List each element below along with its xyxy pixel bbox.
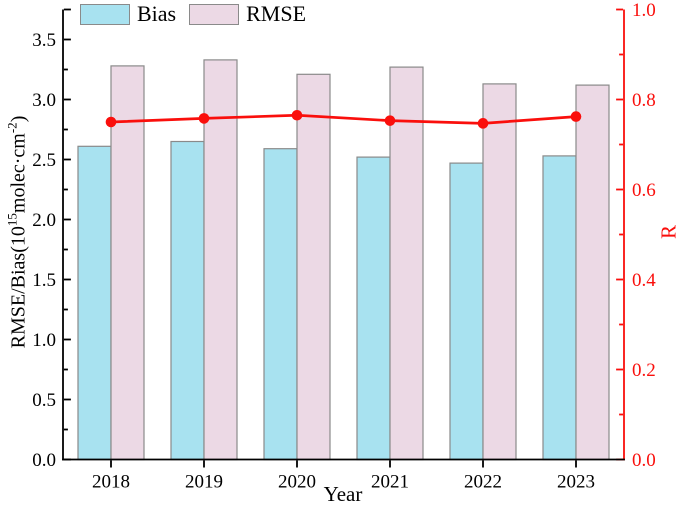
- r-point-2020: [291, 109, 303, 121]
- bar-rmse-2019: [203, 59, 238, 461]
- right-tick-label: 1.0: [632, 0, 656, 21]
- x-tick-label-2018: 2018: [92, 472, 130, 493]
- bottom-axis: 2018 2019 2020 2021 2022 2023: [62, 458, 625, 493]
- r-point-2019: [198, 113, 210, 124]
- right-tick-label: 0.6: [632, 180, 656, 201]
- legend-label-rmse: RMSE: [246, 1, 307, 26]
- right-tick-label: 0.0: [632, 450, 656, 471]
- legend: Bias RMSE: [80, 3, 319, 25]
- legend-label-bias: Bias: [137, 1, 177, 26]
- r-point-2018: [105, 116, 117, 128]
- r-point-2023: [570, 111, 582, 122]
- r-line: [110, 113, 577, 125]
- x-tick-label-2023: 2023: [557, 472, 595, 493]
- x-tick-label-2022: 2022: [464, 472, 502, 493]
- left-tick-label: 2.0: [32, 210, 56, 231]
- bar-bias-2023: [542, 155, 577, 461]
- bar-bias-2019: [170, 140, 205, 461]
- bar-rmse-2021: [389, 66, 424, 461]
- left-tick-label: 2.5: [32, 150, 56, 171]
- r-point-2021: [384, 115, 396, 126]
- bar-rmse-2020: [296, 73, 331, 461]
- left-tick-label: 0.0: [32, 450, 56, 471]
- bars-group: [77, 59, 610, 461]
- bar-rmse-2023: [575, 84, 610, 461]
- legend-swatch-rmse: [189, 3, 240, 25]
- left-axis: 0.0 0.5 1.0 1.5 2.0 2.5 3.0 3.5: [32, 8, 71, 471]
- left-tick-label: 1.0: [32, 330, 56, 351]
- x-tick-label-2020: 2020: [278, 472, 316, 493]
- right-tick-label: 0.2: [632, 360, 656, 381]
- right-tick-label: 0.8: [632, 90, 656, 111]
- legend-swatch-bias: [80, 3, 130, 25]
- bar-bias-2022: [449, 162, 484, 461]
- x-tick-label-2019: 2019: [185, 472, 223, 493]
- r-line-group: [105, 109, 582, 129]
- right-axis-title: R: [656, 224, 681, 240]
- bar-rmse-2018: [110, 65, 145, 461]
- x-axis-title: Year: [323, 482, 363, 506]
- bar-rmse-2022: [482, 83, 517, 461]
- left-tick-label: 3.0: [32, 90, 56, 111]
- x-tick-label-2021: 2021: [371, 472, 409, 493]
- bar-bias-2020: [263, 148, 298, 461]
- left-tick-label: 3.5: [32, 30, 56, 51]
- right-axis: 0.0 0.2 0.4 0.6 0.8 1.0: [616, 0, 656, 471]
- right-tick-label: 0.4: [632, 270, 656, 291]
- left-axis-title: RMSE/Bias(1015molec·cm-2): [4, 115, 30, 349]
- r-point-2022: [477, 118, 489, 129]
- left-tick-label: 0.5: [32, 390, 56, 411]
- bar-bias-2018: [77, 145, 112, 461]
- bar-bias-2021: [356, 156, 391, 461]
- left-tick-label: 1.5: [32, 270, 56, 291]
